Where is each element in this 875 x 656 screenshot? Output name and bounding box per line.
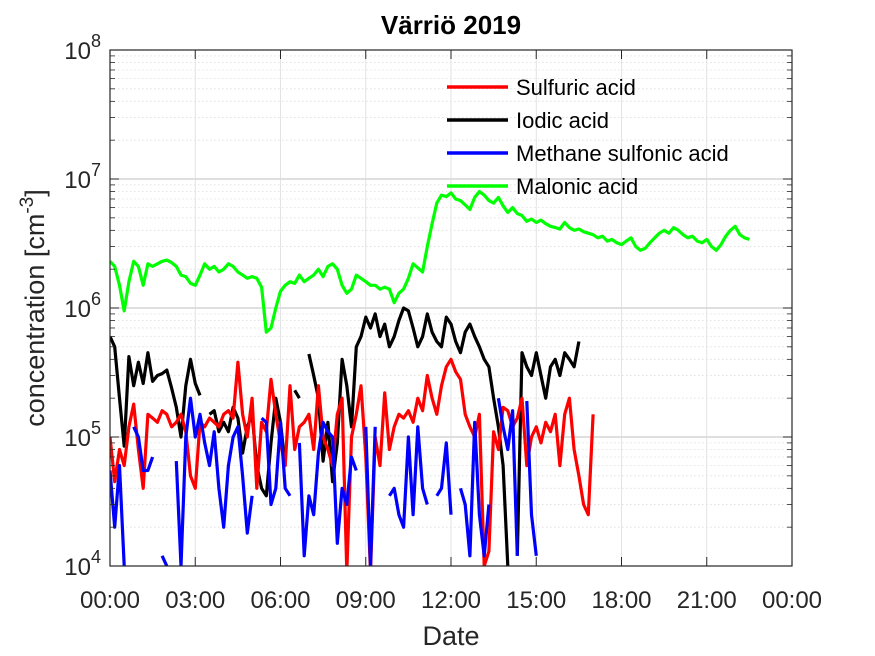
- y-tick-exponent: 7: [91, 160, 101, 180]
- y-tick-exponent: 4: [91, 547, 101, 567]
- y-tick-base: 10: [64, 167, 91, 194]
- y-tick-label: 104: [64, 547, 101, 581]
- legend-label-iodic-acid: Iodic acid: [516, 108, 609, 133]
- y-tick-base: 10: [64, 425, 91, 452]
- series-line-malonic-acid: [110, 189, 750, 334]
- x-tick-label: 09:00: [336, 587, 396, 614]
- y-tick-base: 10: [64, 554, 91, 581]
- x-tick-labels: 00:00 03:00 06:00 09:00 12:00 15:00 18:00 21:00…: [80, 587, 822, 614]
- y-tick-label: 107: [64, 160, 101, 194]
- x-tick-label: 00:00: [762, 587, 822, 614]
- y-axis-title-exponent: -3: [17, 197, 38, 214]
- x-tick-label: 12:00: [421, 587, 481, 614]
- x-tick-label: 00:00: [80, 587, 140, 614]
- y-tick-label: 105: [64, 418, 101, 452]
- y-tick-label: 108: [64, 31, 101, 65]
- ticks: [109, 49, 793, 567]
- series-layer: [110, 189, 750, 566]
- x-tick-label: 21:00: [677, 587, 737, 614]
- y-tick-exponent: 8: [91, 31, 101, 51]
- legend-label-sulfuric-acid: Sulfuric acid: [516, 75, 636, 100]
- legend-label-methane-sulfonic-acid: Methane sulfonic acid: [516, 141, 729, 166]
- x-axis-title: Date: [422, 621, 479, 651]
- x-tick-label: 18:00: [591, 587, 651, 614]
- series-line-methane-sulfonic-acid: [110, 396, 538, 566]
- legend-label-malonic-acid: Malonic acid: [516, 174, 638, 199]
- major-grid: [110, 50, 792, 566]
- x-tick-label: 06:00: [250, 587, 310, 614]
- y-tick-label: 106: [64, 289, 101, 323]
- y-tick-base: 10: [64, 38, 91, 65]
- y-tick-exponent: 5: [91, 418, 101, 438]
- x-tick-label: 15:00: [506, 587, 566, 614]
- y-axis-title-close: ]: [20, 189, 50, 197]
- y-tick-exponent: 6: [91, 289, 101, 309]
- y-axis-title: concentration [cm-3]: [17, 189, 50, 427]
- legend: Sulfuric acid Iodic acid Methane sulfonic …: [447, 75, 729, 199]
- y-tick-base: 10: [64, 296, 91, 323]
- x-tick-label: 03:00: [165, 587, 225, 614]
- y-axis-title-main: concentration [cm: [20, 214, 50, 427]
- chart-title: Värriö 2019: [381, 10, 521, 40]
